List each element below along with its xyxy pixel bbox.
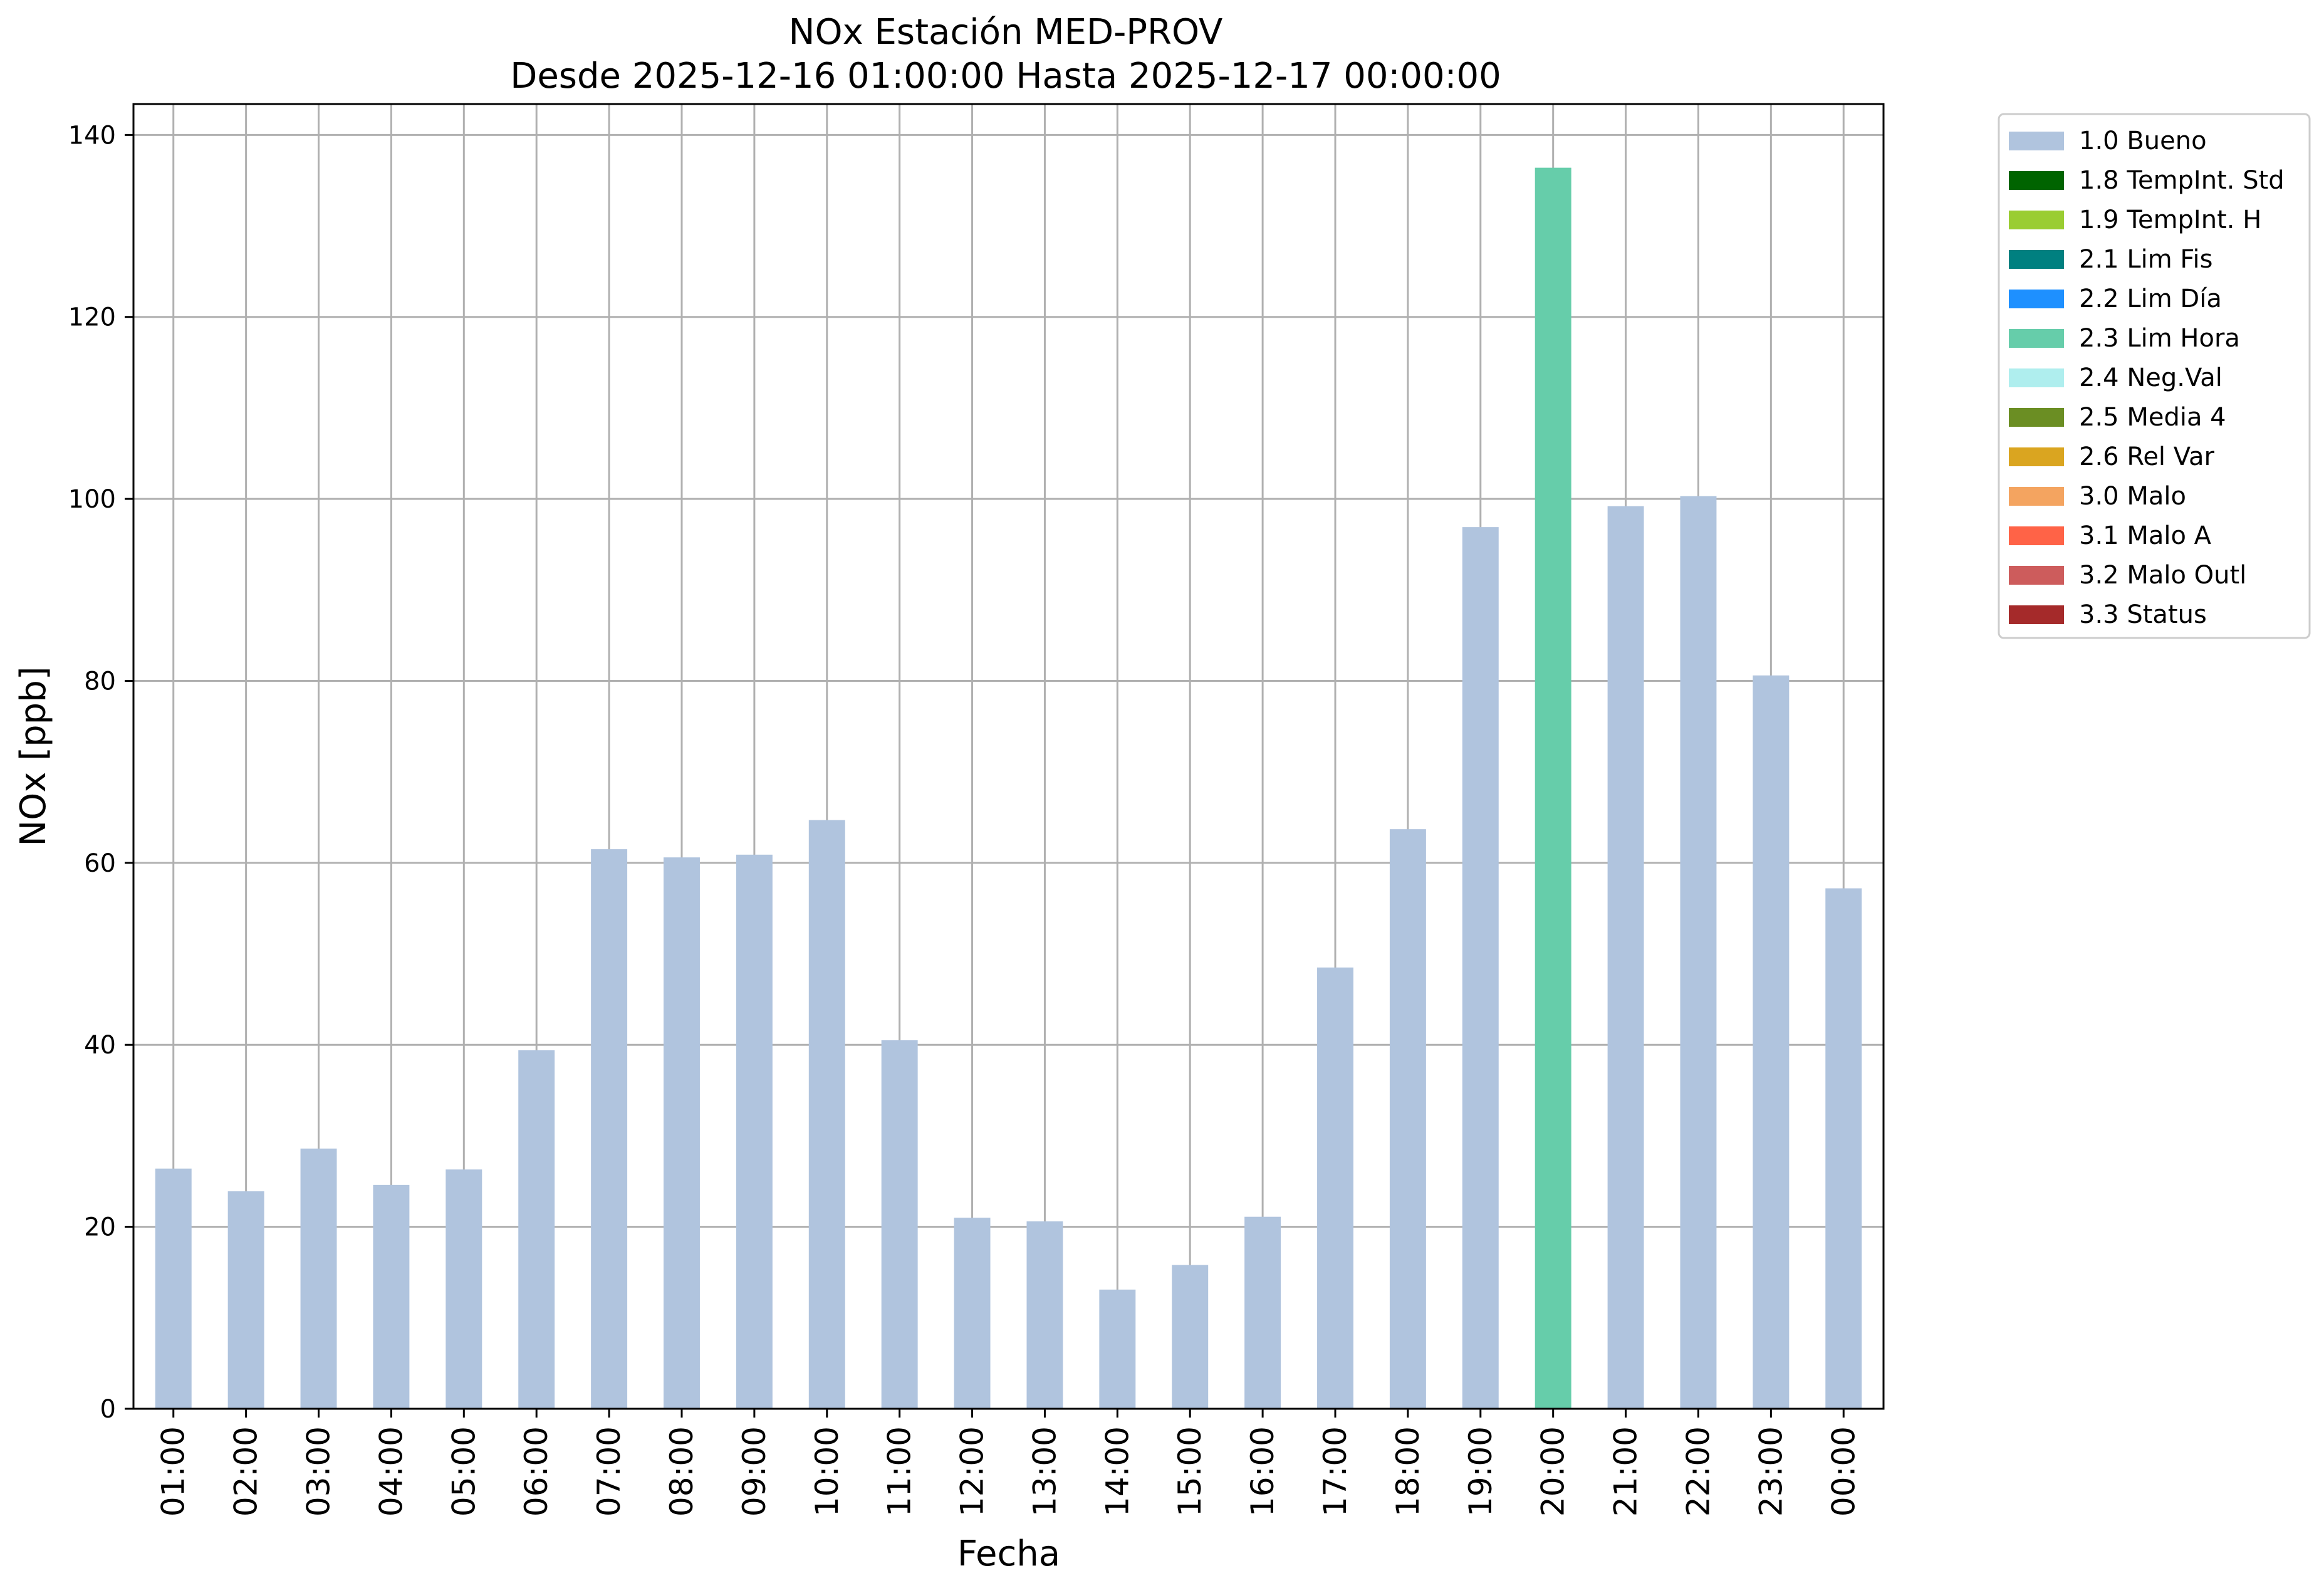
legend: 1.0 Bueno 1.8 TempInt. Std 1.9 TempInt. H 2… bbox=[1998, 113, 2311, 639]
legend-swatch bbox=[2009, 487, 2064, 506]
bar bbox=[518, 1050, 555, 1409]
bar bbox=[1389, 829, 1426, 1409]
chart-title: NOx Estación MED-PROV bbox=[789, 12, 1223, 53]
legend-swatch bbox=[2009, 526, 2064, 545]
legend-swatch bbox=[2009, 408, 2064, 427]
x-tick-label: 22:00 bbox=[1680, 1426, 1716, 1517]
x-tick-label: 12:00 bbox=[954, 1426, 991, 1517]
legend-label: 1.0 Bueno bbox=[2079, 127, 2207, 155]
bar bbox=[736, 854, 773, 1409]
bar bbox=[1607, 506, 1644, 1409]
legend-label: 2.4 Neg.Val bbox=[2079, 363, 2222, 392]
x-tick-label: 14:00 bbox=[1099, 1426, 1135, 1517]
y-tick-label: 80 bbox=[84, 667, 116, 696]
x-tick-label: 03:00 bbox=[301, 1426, 337, 1517]
y-tick-label: 100 bbox=[68, 485, 116, 514]
legend-swatch bbox=[2009, 329, 2064, 348]
bar bbox=[954, 1218, 991, 1409]
x-tick-label: 23:00 bbox=[1753, 1426, 1789, 1517]
legend-label: 2.2 Lim Día bbox=[2079, 285, 2222, 313]
bar bbox=[881, 1040, 918, 1409]
x-tick-label: 16:00 bbox=[1244, 1426, 1281, 1517]
legend-label: 3.2 Malo Outl bbox=[2079, 561, 2246, 590]
x-tick-label: 08:00 bbox=[664, 1426, 700, 1517]
legend-frame bbox=[1998, 113, 2311, 639]
y-axis-label: NOx [ppb] bbox=[13, 666, 54, 846]
legend-swatch bbox=[2009, 447, 2064, 466]
legend-label: 3.3 Status bbox=[2079, 600, 2207, 629]
x-tick-label: 15:00 bbox=[1172, 1426, 1208, 1517]
x-tick-label: 10:00 bbox=[809, 1426, 845, 1517]
bar bbox=[227, 1191, 264, 1409]
y-tick-label: 0 bbox=[100, 1395, 116, 1424]
plot-frame bbox=[132, 103, 1885, 1410]
bars bbox=[155, 167, 1862, 1409]
x-tick-label: 01:00 bbox=[155, 1426, 192, 1517]
x-tick-label: 00:00 bbox=[1825, 1426, 1862, 1517]
legend-swatch bbox=[2009, 368, 2064, 387]
bar bbox=[808, 820, 845, 1409]
bar bbox=[373, 1184, 410, 1409]
bar bbox=[1825, 888, 1862, 1409]
legend-swatch bbox=[2009, 132, 2064, 150]
legend-label: 2.5 Media 4 bbox=[2079, 403, 2226, 432]
legend-swatch bbox=[2009, 566, 2064, 585]
y-tick-label: 40 bbox=[84, 1031, 116, 1060]
legend-label: 3.1 Malo A bbox=[2079, 521, 2212, 550]
legend-swatch bbox=[2009, 211, 2064, 229]
x-tick-label: 06:00 bbox=[518, 1426, 555, 1517]
bar bbox=[1317, 967, 1353, 1409]
x-tick-label: 13:00 bbox=[1026, 1426, 1063, 1517]
bar bbox=[155, 1168, 192, 1409]
y-axis: 0 20 40 60 80 100 120 140 bbox=[68, 121, 133, 1424]
legend-swatch bbox=[2009, 171, 2064, 190]
y-tick-label: 20 bbox=[84, 1213, 116, 1242]
bar bbox=[1172, 1265, 1209, 1409]
y-tick-label: 140 bbox=[68, 121, 116, 150]
chart-subtitle: Desde 2025-12-16 01:00:00 Hasta 2025-12-… bbox=[510, 56, 1501, 97]
x-tick-label: 18:00 bbox=[1390, 1426, 1426, 1517]
x-tick-label: 05:00 bbox=[446, 1426, 482, 1517]
y-tick-label: 120 bbox=[68, 303, 116, 332]
bar bbox=[1753, 675, 1790, 1409]
legend-label: 2.3 Lim Hora bbox=[2079, 324, 2240, 353]
legend-label: 1.8 TempInt. Std bbox=[2079, 166, 2285, 195]
legend-label: 2.1 Lim Fis bbox=[2079, 245, 2212, 274]
x-axis-label: Fecha bbox=[957, 1533, 1060, 1574]
bar bbox=[1535, 167, 1571, 1409]
x-tick-label: 19:00 bbox=[1462, 1426, 1499, 1517]
bar bbox=[1462, 527, 1499, 1409]
bar bbox=[1244, 1216, 1281, 1409]
bar bbox=[1099, 1289, 1136, 1409]
x-tick-label: 20:00 bbox=[1535, 1426, 1571, 1517]
legend-label: 3.0 Malo bbox=[2079, 482, 2186, 511]
x-tick-label: 07:00 bbox=[591, 1426, 627, 1517]
bar bbox=[664, 857, 700, 1409]
x-tick-label: 21:00 bbox=[1608, 1426, 1644, 1517]
bar bbox=[1680, 496, 1717, 1409]
x-tick-label: 11:00 bbox=[882, 1426, 918, 1517]
legend-label: 2.6 Rel Var bbox=[2079, 442, 2215, 471]
legend-label: 1.9 TempInt. H bbox=[2079, 206, 2261, 234]
legend-swatch bbox=[2009, 250, 2064, 269]
legend-swatch bbox=[2009, 290, 2064, 308]
bar bbox=[1026, 1221, 1063, 1409]
x-tick-label: 17:00 bbox=[1317, 1426, 1353, 1517]
x-tick-label: 02:00 bbox=[228, 1426, 264, 1517]
y-tick-label: 60 bbox=[84, 849, 116, 878]
x-tick-label: 09:00 bbox=[736, 1426, 773, 1517]
bar bbox=[591, 849, 628, 1409]
x-tick-label: 04:00 bbox=[373, 1426, 409, 1517]
x-axis: 01:00 02:00 03:00 04:00 05:00 06:00 07:00 08:00… bbox=[155, 1409, 1862, 1517]
legend-swatch bbox=[2009, 605, 2064, 624]
bar bbox=[300, 1148, 337, 1409]
bar bbox=[446, 1169, 482, 1409]
